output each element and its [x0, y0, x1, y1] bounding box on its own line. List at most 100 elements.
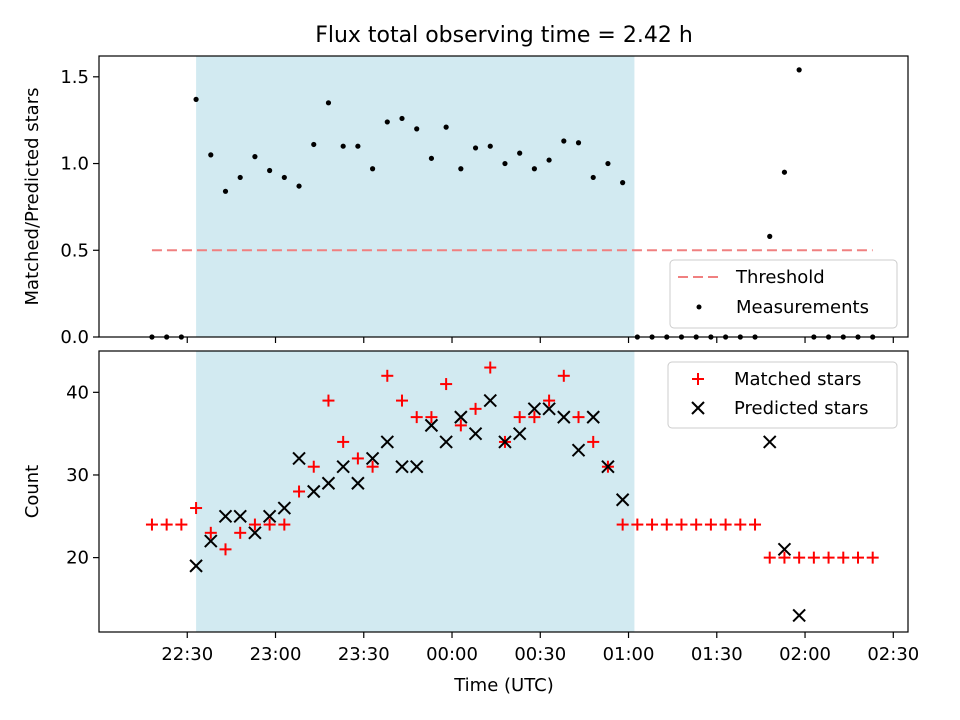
matched-star-point — [572, 411, 585, 424]
measurement-point — [325, 100, 332, 106]
predicted-star-point — [454, 410, 468, 424]
matched-star-point — [454, 419, 467, 432]
predicted-stars-points — [189, 393, 806, 623]
matched-star-point — [807, 551, 820, 564]
legend-matched-label: Matched stars — [734, 369, 861, 390]
predicted-star-point — [351, 476, 365, 490]
matched-star-point — [513, 411, 526, 424]
x-tick-label: 02:00 — [779, 644, 831, 665]
matched-star-point — [484, 361, 497, 374]
measurement-point — [620, 180, 626, 186]
x-axis-label: Time (UTC) — [453, 675, 554, 696]
matched-star-point — [219, 543, 232, 556]
y-tick-label: 30 — [66, 465, 89, 486]
top-legend: Threshold Measurements — [669, 259, 898, 329]
predicted-star-point — [763, 435, 777, 449]
predicted-star-point — [233, 509, 247, 524]
measurement-point — [296, 183, 302, 189]
matched-star-point — [763, 551, 776, 564]
measurement-point — [487, 143, 493, 149]
y-tick-label: 1.5 — [60, 67, 89, 88]
measurement-point — [311, 141, 317, 148]
predicted-star-point — [410, 459, 424, 474]
predicted-star-point — [380, 435, 395, 449]
bottom-y-ticks: 20 30 40 — [66, 382, 99, 569]
matched-star-point — [234, 526, 247, 539]
measurement-point — [384, 119, 390, 125]
top-shaded-span — [196, 56, 635, 337]
measurement-point — [369, 166, 376, 172]
predicted-star-point — [586, 410, 600, 424]
matched-star-point — [734, 518, 747, 531]
matched-star-point — [425, 411, 438, 424]
top-legend-box — [669, 259, 898, 329]
matched-star-point — [410, 411, 423, 424]
bottom-y-axis-label: Count — [22, 465, 43, 518]
measurement-point — [399, 115, 405, 122]
legend-measurements-swatch — [696, 304, 702, 310]
matched-star-point — [160, 518, 173, 531]
y-tick-label: 40 — [66, 382, 89, 403]
matched-star-point — [469, 402, 482, 415]
predicted-star-point — [307, 484, 321, 499]
measurement-point — [252, 154, 258, 160]
x-tick-label: 01:30 — [691, 644, 743, 665]
predicted-star-point — [424, 418, 439, 433]
measurement-point — [193, 96, 199, 102]
measurement-point — [781, 169, 788, 175]
legend-matched-swatch — [692, 373, 704, 385]
predicted-star-point — [395, 459, 409, 474]
matched-star-point — [557, 369, 570, 382]
y-tick-label: 0.5 — [60, 240, 89, 261]
predicted-star-point — [542, 402, 556, 416]
measurement-point — [561, 138, 567, 144]
measurement-point — [575, 140, 582, 146]
measurement-point — [531, 166, 537, 172]
matched-star-point — [175, 518, 188, 531]
measurement-point — [767, 233, 773, 239]
predicted-star-point — [792, 608, 806, 623]
top-x-ticks — [186, 337, 894, 343]
matched-star-point — [366, 460, 379, 473]
bottom-panel: 20 30 40 22:30 23:00 23:30 00:00 00:30 01:00 01:… — [22, 350, 919, 665]
predicted-star-point — [512, 426, 527, 441]
matched-stars-points — [145, 361, 879, 564]
matched-star-point — [396, 394, 409, 407]
legend-predicted-label: Predicted stars — [734, 398, 868, 419]
matched-star-point — [616, 518, 629, 531]
y-tick-label: 20 — [66, 548, 89, 569]
y-tick-label: 1.0 — [60, 154, 89, 175]
predicted-star-point — [218, 509, 233, 524]
matched-star-point — [675, 518, 688, 531]
matched-star-point — [190, 502, 203, 515]
measurement-point — [414, 126, 420, 132]
matched-star-point — [307, 460, 320, 473]
predicted-star-point — [248, 526, 262, 540]
measurement-point — [208, 152, 214, 158]
bottom-legend-box — [667, 361, 898, 429]
measurement-point — [443, 124, 449, 130]
legend-predicted-swatch — [691, 401, 705, 415]
measurement-point — [605, 160, 611, 167]
predicted-star-point — [483, 393, 497, 408]
matched-star-point — [381, 369, 394, 382]
predicted-star-point — [321, 476, 336, 490]
measurement-point — [472, 145, 479, 151]
measurement-point — [428, 155, 435, 161]
measurement-point — [458, 166, 464, 172]
shaded-observing-span — [196, 351, 635, 632]
matched-star-point — [337, 435, 350, 448]
matched-star-point — [793, 551, 806, 564]
matched-star-point — [690, 518, 703, 531]
matched-star-point — [749, 518, 762, 531]
legend-threshold-label: Threshold — [735, 267, 825, 288]
measurement-point — [355, 143, 361, 149]
x-tick-label: 23:30 — [338, 644, 390, 665]
predicted-star-point — [557, 410, 571, 424]
matched-star-point — [528, 411, 541, 424]
shaded-observing-span — [196, 56, 635, 337]
measurement-point — [796, 67, 802, 73]
predicted-star-point — [601, 459, 615, 474]
matched-star-point — [866, 551, 879, 564]
predicted-star-point — [498, 435, 512, 449]
